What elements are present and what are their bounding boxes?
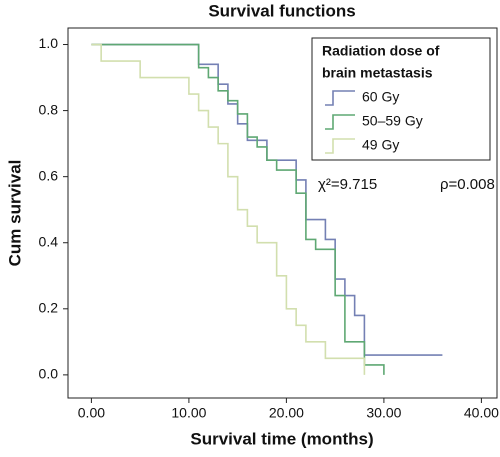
legend-swatch [325, 90, 355, 106]
legend-label: 60 Gy [362, 89, 399, 105]
legend-label: 49 Gy [362, 137, 399, 153]
legend-title: brain metastasis [322, 65, 433, 81]
survival-curve [91, 43, 385, 375]
y-axis-label: Cum survival [5, 160, 24, 267]
survival-curve [91, 43, 366, 375]
y-tick-label: 0.8 [39, 101, 59, 117]
x-tick-label: 20.00 [269, 405, 304, 421]
annotation: ρ=0.008 [440, 176, 495, 193]
legend-swatch [325, 138, 355, 154]
annotation: χ²=9.715 [318, 176, 377, 193]
x-tick-label: 40.00 [464, 405, 499, 421]
plot-frame [67, 27, 498, 399]
y-tick-label: 0.2 [39, 300, 59, 316]
legend-title: Radiation dose of [322, 43, 440, 59]
x-tick-label: 0.00 [78, 405, 105, 421]
y-tick-label: 0.0 [39, 366, 59, 382]
legend-label: 50–59 Gy [362, 113, 423, 129]
x-tick-label: 30.00 [366, 405, 401, 421]
x-tick-label: 10.00 [171, 405, 206, 421]
y-tick-label: 0.6 [39, 167, 59, 183]
y-tick-label: 1.0 [39, 35, 59, 51]
chart-title: Survival functions [208, 1, 355, 20]
legend-swatch [325, 114, 355, 130]
x-axis-label: Survival time (months) [190, 429, 373, 448]
y-tick-label: 0.4 [39, 233, 59, 249]
